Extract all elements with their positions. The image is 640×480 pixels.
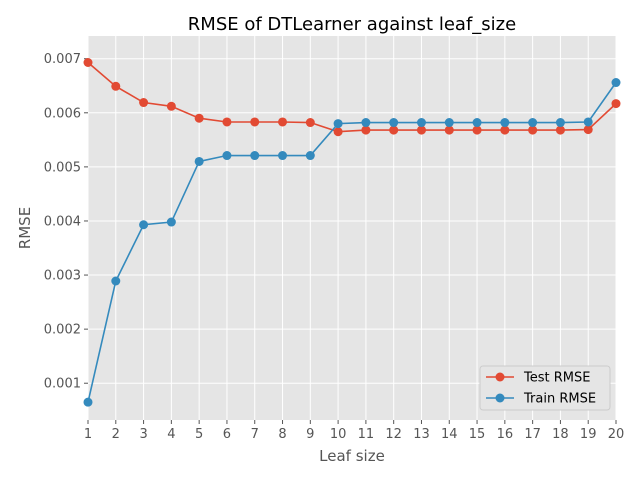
x-tick-label: 1	[84, 427, 92, 442]
x-tick-label: 13	[413, 427, 430, 442]
series-0	[83, 58, 621, 137]
y-axis-label: RMSE	[16, 207, 34, 249]
plot-area	[88, 36, 616, 420]
data-point	[528, 125, 538, 135]
x-tick-label: 7	[251, 427, 259, 442]
data-point	[444, 118, 454, 128]
x-tick-label: 15	[469, 427, 486, 442]
y-tick-label: 0.005	[44, 160, 81, 175]
legend-label: Train RMSE	[523, 392, 596, 407]
data-point	[111, 81, 121, 91]
data-point	[250, 151, 260, 161]
x-tick-label: 19	[580, 427, 597, 442]
data-point	[472, 125, 482, 135]
y-tick-label: 0.002	[44, 323, 81, 338]
data-point	[611, 78, 621, 88]
data-point	[555, 118, 565, 128]
x-tick-label: 6	[223, 427, 231, 442]
data-point	[166, 101, 176, 111]
data-point	[500, 125, 510, 135]
data-point	[389, 118, 399, 128]
axis-ticks: 1 2 3 4 5 6 7 8 9 10 11 12 13 14 15 16 17 18 19 200.0010.00…	[44, 52, 624, 442]
data-point	[528, 118, 538, 128]
data-point	[555, 125, 565, 135]
x-tick-label: 11	[358, 427, 375, 442]
y-tick-label: 0.003	[44, 269, 81, 284]
x-tick-label: 9	[306, 427, 314, 442]
x-tick-label: 17	[524, 427, 541, 442]
data-point	[278, 151, 288, 161]
data-point	[305, 151, 315, 161]
x-tick-label: 10	[330, 427, 347, 442]
legend-marker	[495, 372, 505, 382]
data-point	[333, 119, 343, 129]
chart-title: RMSE of DTLearner against leaf_size	[188, 14, 516, 35]
data-point	[83, 58, 93, 68]
data-point	[500, 118, 510, 128]
x-tick-label: 16	[497, 427, 514, 442]
data-point	[416, 118, 426, 128]
series-1	[83, 78, 621, 407]
data-point	[472, 118, 482, 128]
series-line	[87, 82, 617, 403]
series-line	[87, 61, 617, 133]
x-tick-label: 20	[608, 427, 625, 442]
x-tick-label: 4	[167, 427, 175, 442]
data-point	[83, 397, 93, 407]
data-point	[194, 156, 204, 166]
data-point	[222, 117, 232, 127]
data-point	[333, 127, 343, 137]
data-point	[278, 117, 288, 127]
data-point	[250, 117, 260, 127]
x-tick-label: 3	[139, 427, 147, 442]
x-tick-label: 2	[112, 427, 120, 442]
data-point	[111, 276, 121, 286]
legend-marker	[495, 393, 505, 403]
data-point	[583, 125, 593, 135]
data-series	[83, 58, 621, 407]
y-tick-label: 0.007	[44, 52, 81, 67]
x-tick-label: 8	[278, 427, 286, 442]
data-point	[139, 98, 149, 108]
data-point	[611, 99, 621, 109]
x-axis-label: Leaf size	[319, 447, 385, 465]
legend: Test RMSE Train RMSE	[479, 365, 611, 411]
x-tick-label: 18	[552, 427, 569, 442]
data-point	[194, 113, 204, 123]
data-point	[139, 220, 149, 230]
data-point	[166, 217, 176, 227]
data-point	[416, 125, 426, 135]
y-tick-label: 0.001	[44, 377, 81, 392]
data-point	[389, 125, 399, 135]
x-tick-label: 5	[195, 427, 203, 442]
y-tick-label: 0.004	[44, 214, 81, 229]
legend-label: Test RMSE	[523, 371, 590, 386]
y-tick-label: 0.006	[44, 106, 81, 121]
data-point	[583, 117, 593, 127]
x-tick-label: 12	[385, 427, 402, 442]
data-point	[305, 118, 315, 128]
x-tick-label: 14	[441, 427, 458, 442]
data-point	[222, 151, 232, 161]
data-point	[444, 125, 454, 135]
data-point	[361, 125, 371, 135]
data-point	[361, 118, 371, 128]
